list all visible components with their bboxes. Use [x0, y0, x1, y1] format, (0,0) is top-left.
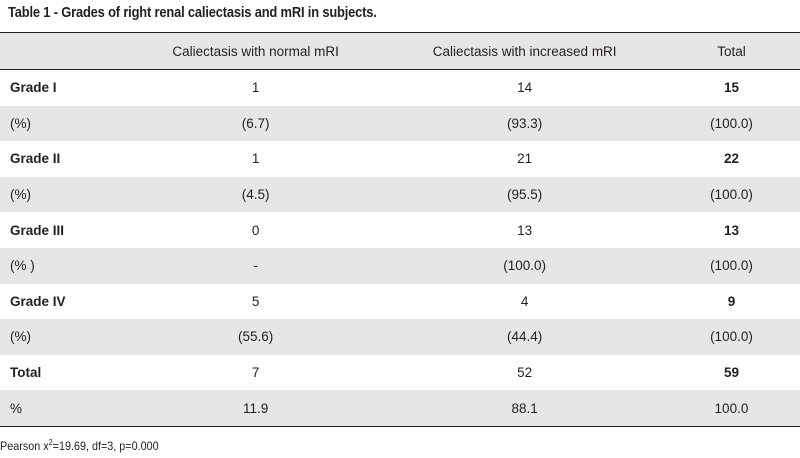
cell-normal-mri: 1	[251, 151, 260, 167]
header-cell-blank	[0, 32, 145, 70]
cell-normal-mri: (55.6)	[237, 329, 274, 345]
header-cell-normal-mri: Caliectasis with normal mRI	[144, 32, 367, 70]
cell-normal-mri: 11.9	[144, 390, 367, 427]
row-label: (% )	[10, 258, 35, 274]
table-row: Total 7 52 59	[0, 355, 800, 391]
cell-total: 15	[723, 80, 739, 96]
cell-increased-mri: 13	[517, 222, 533, 238]
cell-total: (100.0)	[710, 329, 753, 345]
data-table: Caliectasis with normal mRI Caliectasis …	[0, 32, 800, 427]
cell-increased-mri: (100.0)	[503, 258, 547, 274]
row-label: (%)	[10, 187, 31, 203]
cell-total: 100.0	[682, 390, 800, 427]
table-row: Grade IV 5 4 9	[0, 284, 800, 320]
footnote-superscript: 2	[48, 438, 53, 447]
header-row: Caliectasis with normal mRI Caliectasis …	[0, 32, 800, 70]
table-row: Grade III 0 13 13	[0, 212, 800, 248]
cell-increased-mri: 88.1	[366, 390, 683, 427]
footnote-suffix: =19.69, df=3, p=0.000	[52, 439, 159, 453]
cell-normal-mri: (4.5)	[241, 187, 270, 203]
cell-increased-mri: (95.5)	[507, 187, 543, 203]
row-label: Grade I	[10, 80, 57, 96]
cell-increased-mri: 52	[517, 365, 533, 381]
cell-total: 13	[723, 222, 739, 238]
cell-normal-mri: 0	[251, 222, 260, 238]
header-cell-total: Total	[682, 32, 800, 70]
cell-total: (100.0)	[710, 187, 753, 203]
cell-total: 59	[723, 365, 739, 381]
cell-increased-mri: 4	[520, 293, 529, 309]
cell-increased-mri: (93.3)	[507, 115, 543, 131]
cell-normal-mri: 5	[251, 293, 260, 309]
footnote-prefix: Pearson x	[0, 439, 49, 453]
row-label: Total	[10, 365, 42, 381]
table-row: (%) (4.5) (95.5) (100.0)	[0, 176, 800, 213]
cell-increased-mri: (44.4)	[507, 329, 543, 345]
table-caption: Table 1 - Grades of right renal caliecta…	[8, 4, 377, 21]
cell-normal-mri: (6.7)	[241, 115, 270, 131]
table-row: Grade II 1 21 22	[0, 141, 800, 177]
table-row: (% ) - (100.0) (100.0)	[0, 247, 800, 284]
row-label: Grade IV	[10, 293, 66, 309]
cell-normal-mri: -	[253, 258, 258, 274]
cell-increased-mri: 21	[517, 151, 533, 167]
row-label: (%)	[10, 115, 31, 131]
header-cell-increased-mri: Caliectasis with increased mRI	[366, 32, 683, 70]
cell-total: 22	[723, 151, 739, 167]
cell-total: 9	[727, 293, 736, 309]
cell-total: (100.0)	[710, 115, 753, 131]
table-row: % 11.9 88.1 100.0	[0, 390, 800, 427]
table-row: (%) (55.6) (44.4) (100.0)	[0, 319, 800, 355]
cell-increased-mri: 14	[517, 80, 533, 96]
cell-normal-mri: 7	[251, 365, 260, 381]
cell-normal-mri: 1	[251, 80, 260, 96]
data-table-container: Caliectasis with normal mRI Caliectasis …	[0, 32, 800, 427]
table-row: (%) (6.7) (93.3) (100.0)	[0, 105, 800, 142]
footnote: Pearson x2=19.69, df=3, p=0.000	[0, 438, 159, 453]
cell-total: (100.0)	[710, 258, 753, 274]
row-label: Grade III	[10, 222, 65, 238]
table-row: Grade I 1 14 15	[0, 70, 800, 106]
row-label: (%)	[10, 329, 31, 345]
row-label: Grade II	[10, 151, 61, 167]
row-label: %	[0, 390, 145, 427]
